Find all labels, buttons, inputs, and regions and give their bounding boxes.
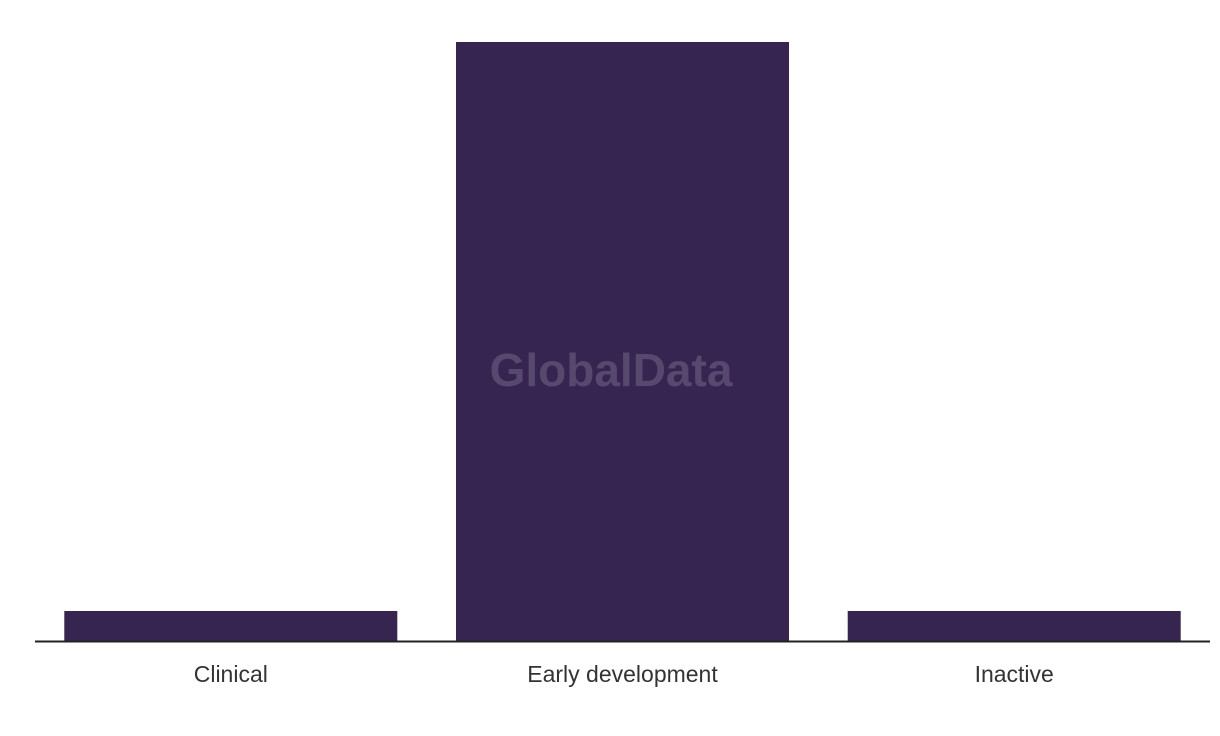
bar-clinical (64, 611, 398, 641)
watermark: GlobalData (490, 344, 733, 396)
category-label-early-development: Early development (527, 661, 718, 687)
bar-early-development (456, 42, 789, 641)
bar-inactive (847, 611, 1181, 641)
category-label-clinical: Clinical (194, 661, 268, 687)
category-label-inactive: Inactive (975, 661, 1054, 687)
category-labels: Clinical Early development Inactive (194, 661, 1054, 687)
bars-layer (64, 42, 1181, 641)
